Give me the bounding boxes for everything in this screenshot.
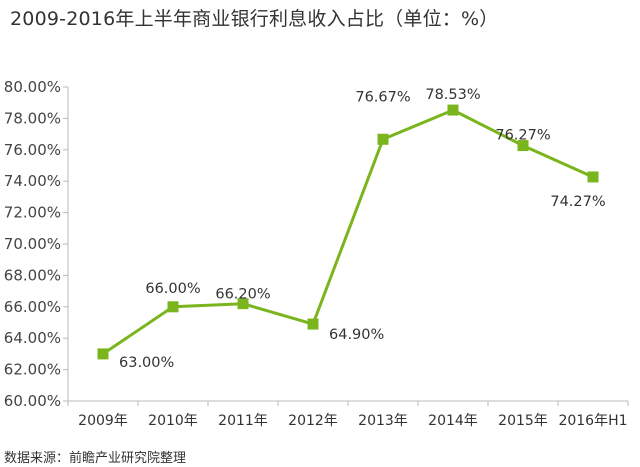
data-label: 76.67% [355, 89, 410, 105]
x-tick-label: 2012年 [288, 413, 338, 429]
y-tick-label: 76.00% [4, 141, 61, 159]
y-tick-label: 62.00% [4, 361, 61, 379]
data-label: 78.53% [425, 87, 480, 103]
y-tick-label: 70.00% [4, 235, 61, 253]
x-tick-label: 2009年 [78, 413, 128, 429]
data-label: 66.20% [215, 287, 270, 303]
y-tick-label: 80.00% [4, 78, 61, 96]
source-note: 数据来源：前瞻产业研究院整理 [4, 451, 187, 466]
data-point-marker [97, 348, 109, 360]
data-point-marker [447, 104, 459, 116]
data-label: 74.27% [550, 194, 605, 210]
data-label: 76.27% [495, 128, 550, 144]
y-tick-label: 60.00% [4, 392, 61, 410]
x-tick-label: 2010年 [148, 413, 198, 429]
y-tick-label: 74.00% [4, 172, 61, 190]
data-point-marker [237, 298, 249, 310]
y-tick-label: 64.00% [4, 329, 61, 347]
data-point-marker [587, 171, 599, 183]
x-tick-label: 2011年 [218, 413, 268, 429]
data-labels-group: 63.00% 66.00% 66.20% 64.90% 76.67% 78.53% 76.2… [119, 87, 606, 371]
data-point-marker [167, 301, 179, 313]
x-tick-label: 2014年 [428, 413, 478, 429]
data-point-marker [377, 133, 389, 145]
chart-title: 2009-2016年上半年商业银行利息收入占比（单位：%） [10, 8, 499, 30]
y-axis: 60.00% 62.00% 64.00% 66.00% 68.00% 70.00% 72.0… [4, 78, 69, 410]
x-tick-label: 2016年H1 [558, 413, 627, 429]
data-point-marker [307, 318, 319, 330]
y-tick-label: 72.00% [4, 204, 61, 222]
data-label: 64.90% [329, 327, 384, 343]
series-line-group [97, 104, 599, 360]
data-point-marker [517, 140, 529, 152]
x-tick-label: 2015年 [498, 413, 548, 429]
y-tick-label: 78.00% [4, 109, 61, 127]
x-tick-label: 2013年 [358, 413, 408, 429]
data-label: 63.00% [119, 355, 174, 371]
x-axis: 2009年 2010年 2011年 2012年 2013年 2014年 2015年 2016年… [67, 400, 629, 429]
data-label: 66.00% [145, 281, 200, 297]
y-tick-label: 66.00% [4, 298, 61, 316]
y-tick-label: 68.00% [4, 266, 61, 284]
series-line [102, 108, 594, 356]
